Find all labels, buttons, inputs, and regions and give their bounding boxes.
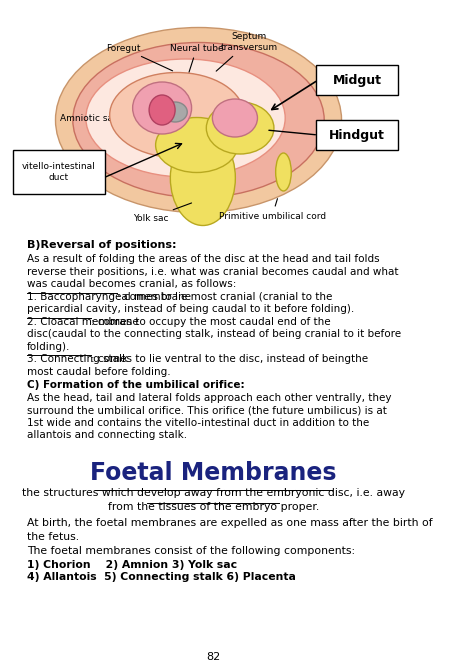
Text: pericardial cavity, instead of being caudal to it before folding).: pericardial cavity, instead of being cau… — [27, 304, 354, 314]
Text: 1. Baccopharyngeal membrane: 1. Baccopharyngeal membrane — [27, 291, 191, 302]
Text: The foetal membranes consist of the following components:: The foetal membranes consist of the foll… — [27, 547, 355, 557]
Text: 4) Allantois  5) Connecting stalk 6) Placenta: 4) Allantois 5) Connecting stalk 6) Plac… — [27, 572, 296, 582]
Text: As a result of folding the areas of the disc at the head and tail folds: As a result of folding the areas of the … — [27, 254, 380, 264]
Text: allantois and connecting stalk.: allantois and connecting stalk. — [27, 430, 187, 440]
Text: B)Reversal of positions:: B)Reversal of positions: — [27, 240, 176, 250]
FancyBboxPatch shape — [317, 65, 398, 95]
Text: Primitive umbilical cord: Primitive umbilical cord — [219, 199, 326, 220]
Ellipse shape — [206, 102, 274, 154]
Ellipse shape — [163, 102, 187, 122]
Ellipse shape — [133, 82, 191, 134]
Text: was caudal becomes cranial, as follows:: was caudal becomes cranial, as follows: — [27, 279, 236, 289]
Text: Hindgut: Hindgut — [329, 129, 385, 141]
Ellipse shape — [73, 42, 324, 198]
Text: C) Formation of the umbilical orifice:: C) Formation of the umbilical orifice: — [27, 380, 245, 390]
Text: most caudal before folding.: most caudal before folding. — [27, 366, 171, 377]
Text: Foregut: Foregut — [106, 44, 173, 71]
Ellipse shape — [170, 131, 236, 226]
Text: folding).: folding). — [27, 342, 70, 352]
Text: Septum
transversum: Septum transversum — [216, 32, 277, 71]
Text: Yolk sac: Yolk sac — [133, 203, 191, 222]
Ellipse shape — [276, 153, 291, 191]
Text: the fetus.: the fetus. — [27, 531, 79, 541]
Text: At birth, the foetal membranes are expelled as one mass after the birth of: At birth, the foetal membranes are expel… — [27, 519, 432, 529]
Text: 1st wide and contains the vitello-intestinal duct in addition to the: 1st wide and contains the vitello-intest… — [27, 417, 369, 427]
Text: reverse their positions, i.e. what was cranial becomes caudal and what: reverse their positions, i.e. what was c… — [27, 267, 398, 277]
Text: 82: 82 — [206, 652, 220, 662]
FancyBboxPatch shape — [13, 150, 105, 194]
Ellipse shape — [212, 99, 257, 137]
Text: 3. Connecting stalk: 3. Connecting stalk — [27, 354, 128, 364]
Text: from the tissues of the embryo proper.: from the tissues of the embryo proper. — [108, 502, 319, 511]
Text: 2. Cloacal membrane: 2. Cloacal membrane — [27, 316, 138, 326]
Ellipse shape — [86, 59, 285, 177]
Ellipse shape — [55, 27, 342, 212]
Text: : comes to occupy the most caudal end of the: : comes to occupy the most caudal end of… — [91, 316, 330, 326]
Text: Neural tube: Neural tube — [170, 44, 224, 72]
Text: disc(caudal to the connecting stalk, instead of being cranial to it before: disc(caudal to the connecting stalk, ins… — [27, 329, 401, 339]
Text: As the head, tail and lateral folds approach each other ventrally, they: As the head, tail and lateral folds appr… — [27, 393, 392, 403]
Ellipse shape — [155, 117, 238, 172]
Text: Amniotic sac: Amniotic sac — [60, 113, 127, 123]
Text: Foetal Membranes: Foetal Membranes — [90, 460, 337, 484]
FancyBboxPatch shape — [317, 120, 398, 150]
Ellipse shape — [149, 95, 175, 125]
Text: 1) Chorion    2) Amnion 3) Yolk sac: 1) Chorion 2) Amnion 3) Yolk sac — [27, 559, 237, 569]
Text: the structures which develop away from the embryonic disc, i.e. away: the structures which develop away from t… — [22, 488, 405, 498]
Text: Midgut: Midgut — [333, 74, 382, 86]
Ellipse shape — [109, 72, 244, 157]
Text: surround the umbilical orifice. This orifice (the future umbilicus) is at: surround the umbilical orifice. This ori… — [27, 405, 387, 415]
Text: : comes to lie most cranial (cranial to the: : comes to lie most cranial (cranial to … — [117, 291, 333, 302]
Text: : comes to lie ventral to the disc, instead of beingthe: : comes to lie ventral to the disc, inst… — [91, 354, 368, 364]
Text: vitello-intestinal
duct: vitello-intestinal duct — [22, 162, 96, 182]
